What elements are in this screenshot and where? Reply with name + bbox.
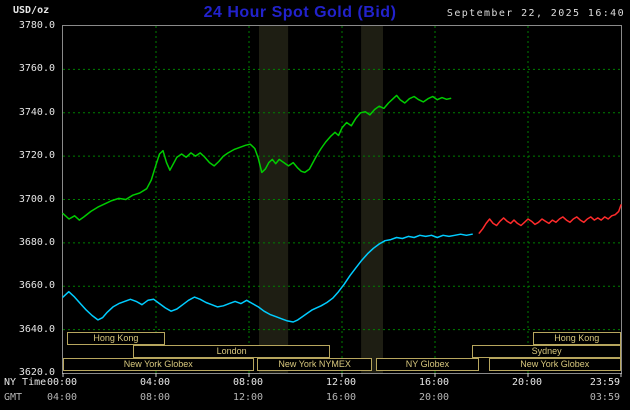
x-axis-label-gmt: 03:59: [589, 392, 620, 403]
chart-datetime: September 22, 2025 16:40: [446, 8, 625, 19]
x-axis-label-ny: 12:00: [325, 377, 357, 388]
y-axis-label: 3720.0: [18, 150, 55, 162]
x-axis-title-ny: NY Time: [4, 377, 47, 388]
market-session-ny-globex: NY Globex: [375, 358, 480, 371]
x-axis-label-gmt: 12:00: [232, 392, 264, 403]
y-axis-units-label: USD/oz: [13, 5, 50, 16]
x-axis-label-ny: 20:00: [511, 377, 543, 388]
y-axis-label: 3740.0: [18, 106, 55, 118]
y-axis-label: 3660.0: [18, 280, 55, 292]
x-axis-label-ny: 00:00: [46, 377, 78, 388]
x-axis-label-ny: 23:59: [589, 377, 620, 388]
x-axis-label-ny: 04:00: [139, 377, 171, 388]
chart-title: 24 Hour Spot Gold (Bid): [203, 4, 397, 21]
x-axis-label-gmt: 20:00: [418, 392, 450, 403]
price-line-sep19: [62, 233, 473, 323]
y-axis-label: 3640.0: [18, 323, 55, 335]
y-axis-label: 3700.0: [18, 193, 55, 205]
plot-area: Hong Kong Hong Kong London Sydney New York G…: [62, 25, 622, 377]
market-session-sydney: Sydney: [472, 345, 621, 358]
market-session-london: London: [132, 345, 331, 358]
price-chart-svg: [62, 26, 622, 377]
x-axis-label-gmt: 16:00: [325, 392, 357, 403]
y-axis-label: 3680.0: [18, 236, 55, 248]
x-axis-label-ny: 08:00: [232, 377, 264, 388]
y-axis-label: 3620.0: [18, 367, 55, 378]
market-session-new-york-globex: New York Globex: [488, 358, 621, 371]
market-session-hong-kong: Hong Kong: [66, 332, 166, 345]
y-axis-label: 3780.0: [18, 20, 55, 31]
market-session-hong-kong: Hong Kong: [532, 332, 621, 345]
price-line-sep21: [478, 204, 622, 234]
x-axis-title-gmt: GMT: [4, 392, 23, 403]
x-axis-label-gmt: 04:00: [46, 392, 78, 403]
x-axis-label-gmt: 08:00: [139, 392, 171, 403]
market-session-new-york-globex: New York Globex: [63, 358, 254, 371]
x-axis-label-ny: 16:00: [418, 377, 450, 388]
price-line-sep22: [62, 94, 452, 221]
y-axis-label: 3760.0: [18, 63, 55, 75]
market-session-new-york-nymex: New York NYMEX: [257, 358, 373, 371]
